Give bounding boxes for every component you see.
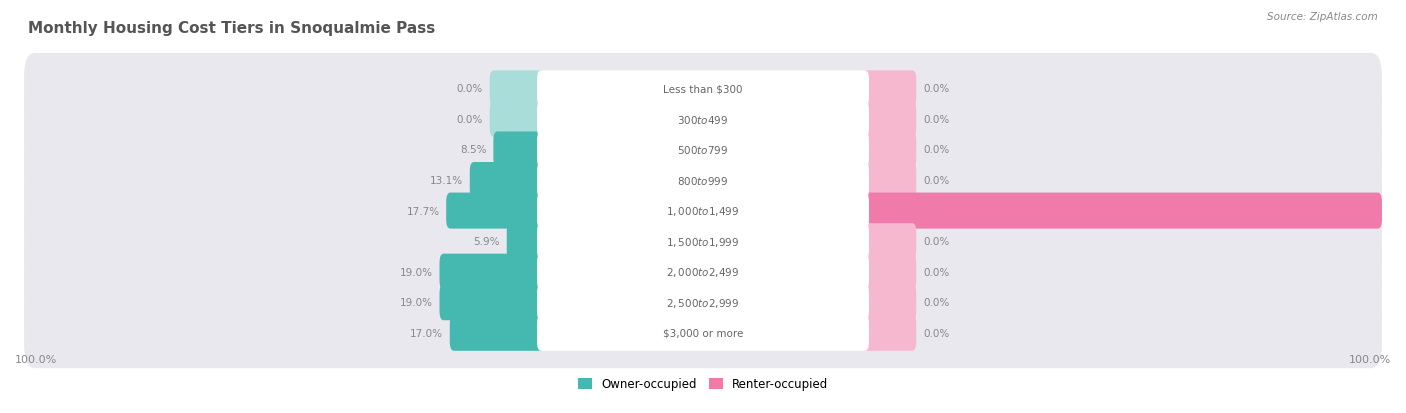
FancyBboxPatch shape <box>537 223 869 259</box>
FancyBboxPatch shape <box>860 102 917 138</box>
Text: $1,000 to $1,499: $1,000 to $1,499 <box>666 204 740 218</box>
Text: $2,500 to $2,999: $2,500 to $2,999 <box>666 296 740 309</box>
FancyBboxPatch shape <box>860 223 917 259</box>
FancyBboxPatch shape <box>860 163 917 199</box>
FancyBboxPatch shape <box>860 193 1382 229</box>
FancyBboxPatch shape <box>440 254 546 290</box>
Text: $3,000 or more: $3,000 or more <box>662 328 744 338</box>
Text: 0.0%: 0.0% <box>922 84 949 94</box>
Text: Less than $300: Less than $300 <box>664 84 742 94</box>
FancyBboxPatch shape <box>489 102 546 138</box>
Text: 17.0%: 17.0% <box>411 328 443 338</box>
FancyBboxPatch shape <box>537 254 869 290</box>
FancyBboxPatch shape <box>24 145 1382 216</box>
Text: 5.9%: 5.9% <box>474 237 501 247</box>
Text: 100.0%: 100.0% <box>1350 354 1392 364</box>
FancyBboxPatch shape <box>24 84 1382 155</box>
Text: 0.0%: 0.0% <box>922 237 949 247</box>
Text: Source: ZipAtlas.com: Source: ZipAtlas.com <box>1267 12 1378 22</box>
Text: 0.0%: 0.0% <box>922 267 949 277</box>
FancyBboxPatch shape <box>24 54 1382 125</box>
Text: $800 to $999: $800 to $999 <box>678 175 728 187</box>
Text: 19.0%: 19.0% <box>399 297 433 308</box>
FancyBboxPatch shape <box>494 132 546 168</box>
FancyBboxPatch shape <box>470 163 546 199</box>
Text: 0.0%: 0.0% <box>457 84 484 94</box>
FancyBboxPatch shape <box>24 237 1382 307</box>
FancyBboxPatch shape <box>860 71 917 107</box>
FancyBboxPatch shape <box>489 71 546 107</box>
Text: 0.0%: 0.0% <box>457 115 484 125</box>
Legend: Owner-occupied, Renter-occupied: Owner-occupied, Renter-occupied <box>572 373 834 395</box>
Text: 0.0%: 0.0% <box>922 115 949 125</box>
Text: $500 to $799: $500 to $799 <box>678 144 728 156</box>
FancyBboxPatch shape <box>24 298 1382 368</box>
FancyBboxPatch shape <box>506 223 546 259</box>
FancyBboxPatch shape <box>24 115 1382 185</box>
Text: 100.0%: 100.0% <box>14 354 56 364</box>
FancyBboxPatch shape <box>537 132 869 168</box>
FancyBboxPatch shape <box>450 315 546 351</box>
Text: 19.0%: 19.0% <box>399 267 433 277</box>
FancyBboxPatch shape <box>537 71 869 107</box>
FancyBboxPatch shape <box>24 267 1382 338</box>
FancyBboxPatch shape <box>537 163 869 199</box>
FancyBboxPatch shape <box>446 193 546 229</box>
Text: $300 to $499: $300 to $499 <box>678 114 728 126</box>
FancyBboxPatch shape <box>860 132 917 168</box>
Text: 0.0%: 0.0% <box>922 176 949 185</box>
Text: 0.0%: 0.0% <box>922 297 949 308</box>
FancyBboxPatch shape <box>24 176 1382 247</box>
Text: $2,000 to $2,499: $2,000 to $2,499 <box>666 266 740 278</box>
Text: 13.1%: 13.1% <box>430 176 463 185</box>
FancyBboxPatch shape <box>537 102 869 138</box>
Text: $1,500 to $1,999: $1,500 to $1,999 <box>666 235 740 248</box>
FancyBboxPatch shape <box>24 206 1382 277</box>
FancyBboxPatch shape <box>860 315 917 351</box>
FancyBboxPatch shape <box>537 193 869 229</box>
FancyBboxPatch shape <box>537 285 869 320</box>
FancyBboxPatch shape <box>860 254 917 290</box>
FancyBboxPatch shape <box>537 315 869 351</box>
Text: Monthly Housing Cost Tiers in Snoqualmie Pass: Monthly Housing Cost Tiers in Snoqualmie… <box>28 21 436 36</box>
Text: 0.0%: 0.0% <box>922 145 949 155</box>
Text: 100.0%: 100.0% <box>1389 206 1406 216</box>
FancyBboxPatch shape <box>440 285 546 320</box>
FancyBboxPatch shape <box>860 285 917 320</box>
Text: 0.0%: 0.0% <box>922 328 949 338</box>
Text: 17.7%: 17.7% <box>406 206 440 216</box>
Text: 8.5%: 8.5% <box>460 145 486 155</box>
